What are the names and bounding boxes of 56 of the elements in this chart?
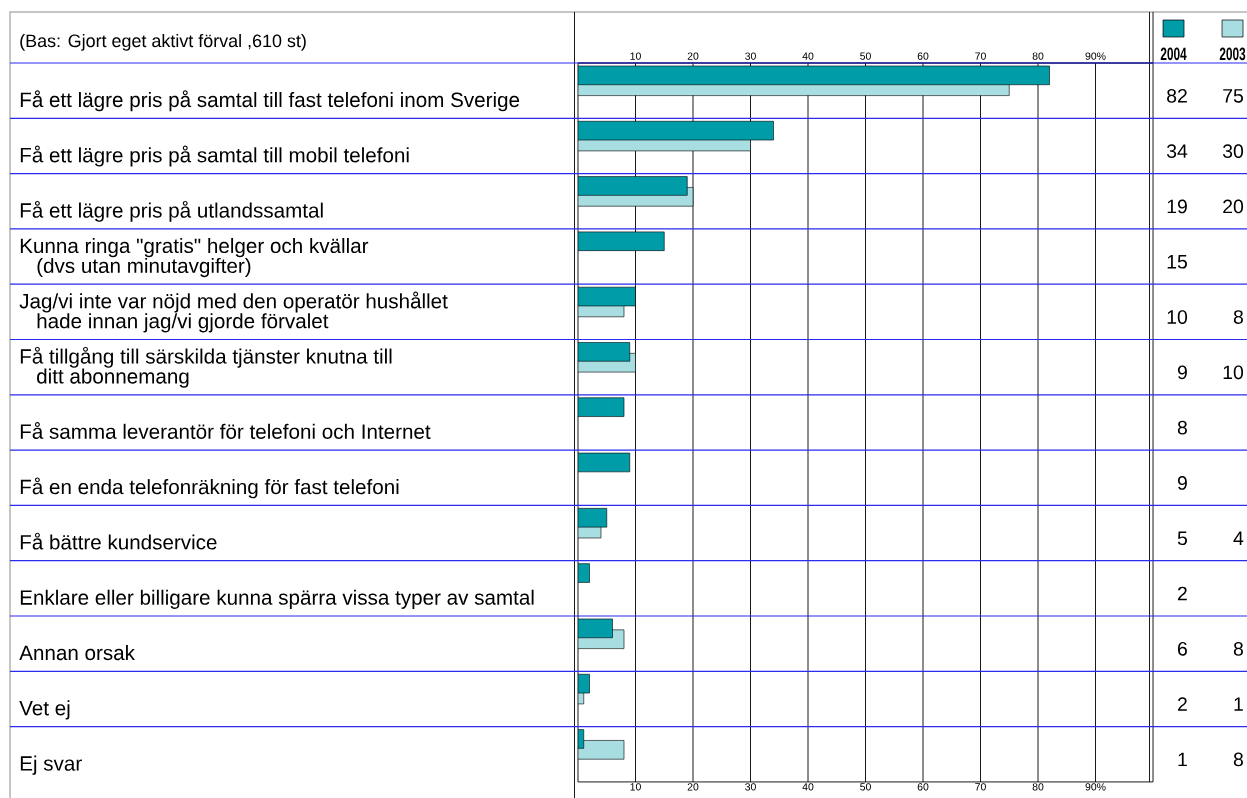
data-label: 2 <box>1178 586 1187 601</box>
data-label: 8 <box>1233 310 1243 324</box>
data-label: 9 <box>1177 365 1187 380</box>
y-tick-label: Ej svar <box>20 755 82 775</box>
x-tick-label: 20 <box>687 783 699 791</box>
data-label: 8 <box>1177 420 1187 435</box>
y-tick-label: Få ett lägre pris på utlandssamtal <box>20 200 323 222</box>
legend-label: 2003 <box>1219 47 1246 61</box>
y-tick-label: Få ett lägre pris på samtal till mobil telefoni <box>20 145 409 167</box>
y-tick-label: Få ett lägre pris på samtal till fast telefoni inom Sverige <box>20 90 520 112</box>
data-label: 2 <box>1178 697 1187 711</box>
data-label: 9 <box>1177 476 1187 490</box>
data-label: 1 <box>1178 752 1187 767</box>
x2-tick-label: 90% <box>1085 52 1106 60</box>
y-tick-label: Enklare eller billigare kunna spärra vissa typer av samtal <box>20 589 534 609</box>
data-label: 34 <box>1166 144 1188 158</box>
x-tick-label: 30 <box>745 783 756 791</box>
x-tick-label: 80 <box>1032 783 1044 791</box>
data-label: 4 <box>1233 531 1244 545</box>
data-label: 5 <box>1177 531 1187 546</box>
y-tick-label: Få tillgång till särskilda tjänster knutna till ditt abonnemang <box>20 346 392 388</box>
legend-label: 2004 <box>1160 47 1187 61</box>
x2-tick-label: 30 <box>745 52 756 60</box>
x2-tick-label: 40 <box>802 52 814 60</box>
y-tick-label: Annan orsak <box>19 645 135 661</box>
data-label: 20 <box>1223 199 1244 214</box>
data-label: 10 <box>1223 365 1244 380</box>
y-tick-label: Jag/vi inte var nöjd med den operatör hushållet hade innan jag/vi gjorde förvalet <box>19 291 448 333</box>
x-tick-label: 90% <box>1085 783 1106 791</box>
data-label: 30 <box>1222 144 1244 158</box>
data-label: 10 <box>1167 310 1188 324</box>
y-tick-label: Få bättre kundservice <box>20 532 217 550</box>
x-tick-label: 60 <box>917 783 929 791</box>
data-label: 8 <box>1233 752 1243 767</box>
data-label: 19 <box>1167 199 1187 214</box>
x-tick-label: 40 <box>802 783 814 791</box>
x2-tick-label: 10 <box>630 52 641 60</box>
y-tick-label: Få en enda telefonräkning för fast telefoni <box>20 477 399 499</box>
x-tick-label: 10 <box>630 783 641 791</box>
text: (Bas: Gjort eget aktivt förval ,610 st) <box>20 34 306 51</box>
data-label: 1 <box>1234 697 1243 711</box>
data-label: 15 <box>1167 255 1187 269</box>
x-tick-label: 50 <box>860 783 871 791</box>
data-label: 75 <box>1223 89 1243 103</box>
y-tick-label: Få samma leverantör för telefoni och Internet <box>20 422 431 439</box>
x2-tick-label: 80 <box>1032 52 1044 60</box>
y-tick-label: Kunna ringa "gratis" helger och kvällar (dvs utan minutavgifter) <box>20 237 369 278</box>
y-tick-label: Vet ej <box>19 700 70 720</box>
x2-tick-label: 70 <box>975 52 986 60</box>
x-tick-label: 70 <box>975 783 986 791</box>
data-label: 8 <box>1233 641 1243 656</box>
x2-tick-label: 60 <box>917 52 929 60</box>
data-label: 82 <box>1167 88 1187 103</box>
data-label: 6 <box>1178 641 1187 656</box>
x2-tick-label: 50 <box>860 52 871 60</box>
x2-tick-label: 20 <box>687 52 699 60</box>
